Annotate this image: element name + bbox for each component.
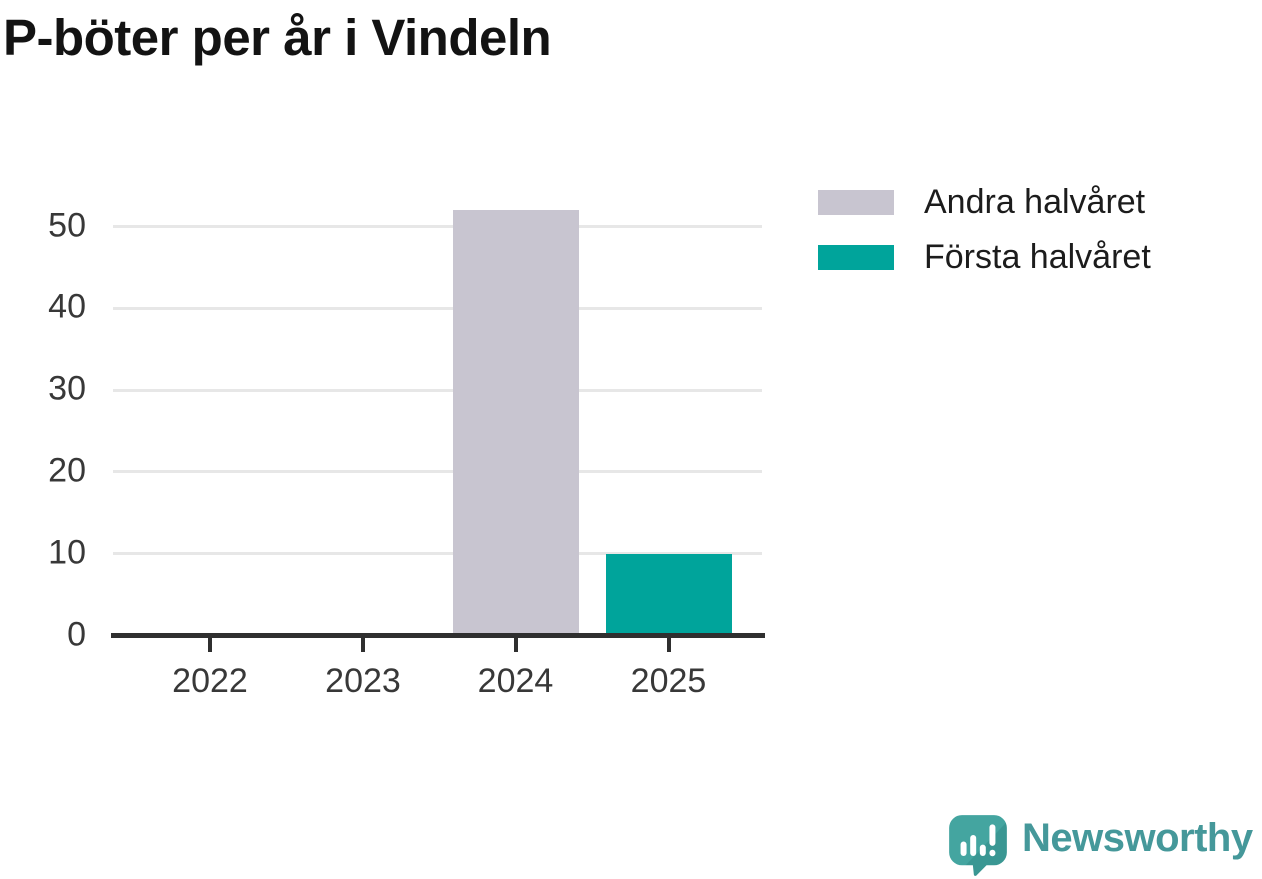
x-tick-label-2022: 2022 (172, 662, 248, 700)
y-tick-label-50: 50 (48, 206, 86, 245)
x-tick-2022 (208, 638, 212, 652)
x-axis-line (111, 633, 765, 638)
gridline-50 (113, 225, 762, 228)
gridline-20 (113, 470, 762, 474)
y-tick-label-20: 20 (48, 451, 86, 490)
y-tick-label-30: 30 (48, 369, 86, 408)
gridline-30 (113, 388, 762, 392)
gridline-10 (113, 552, 762, 556)
legend-label-0: Andra halvåret (924, 183, 1146, 221)
bar-2025-första (605, 553, 732, 633)
brand-name: Newsworthy (1022, 816, 1253, 860)
legend-swatch-1 (818, 245, 894, 270)
legend-label-1: Första halvåret (924, 238, 1151, 276)
x-tick-2025 (666, 638, 671, 652)
x-tick-label-2024: 2024 (477, 662, 554, 700)
brand-footer: Newsworthy (948, 814, 1253, 876)
gridline-40 (113, 306, 762, 310)
legend-item-0: Andra halvåret (818, 183, 1151, 221)
x-tick-2023 (361, 638, 365, 652)
y-tick-label-0: 0 (67, 615, 86, 654)
legend-swatch-0 (818, 190, 894, 215)
logo-bars-icon (960, 824, 996, 857)
y-tick-label-10: 10 (48, 533, 86, 572)
legend: Andra halvåret Första halvåret (818, 183, 1151, 300)
x-tick-label-2025: 2025 (630, 662, 707, 700)
bar-2024-andra (452, 210, 579, 633)
chart-title: P-böter per år i Vindeln (3, 9, 552, 66)
x-tick-label-2023: 2023 (325, 662, 401, 700)
newsworthy-logo-icon (949, 815, 1007, 876)
x-tick-2024 (513, 638, 518, 652)
y-tick-label-40: 40 (48, 288, 86, 327)
legend-item-1: Första halvåret (818, 238, 1151, 276)
